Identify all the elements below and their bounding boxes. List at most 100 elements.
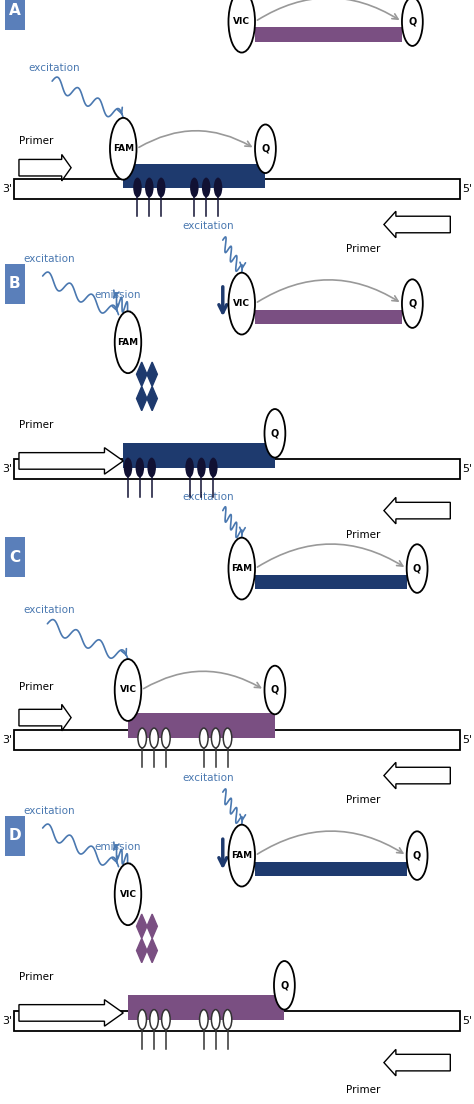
- Bar: [255, 309, 402, 325]
- Text: Q: Q: [261, 144, 270, 153]
- Circle shape: [145, 178, 154, 198]
- FancyArrow shape: [384, 497, 450, 524]
- Circle shape: [209, 457, 218, 477]
- Circle shape: [402, 0, 423, 46]
- Text: Q: Q: [271, 684, 279, 696]
- Circle shape: [407, 831, 428, 880]
- Bar: [128, 713, 275, 739]
- Circle shape: [214, 178, 222, 198]
- Text: Q: Q: [413, 563, 421, 574]
- Circle shape: [115, 311, 141, 373]
- Text: Primer: Primer: [346, 530, 381, 541]
- Circle shape: [200, 729, 208, 749]
- Bar: [123, 163, 265, 188]
- Circle shape: [274, 960, 295, 1009]
- Circle shape: [110, 118, 137, 180]
- Circle shape: [223, 1009, 232, 1029]
- Text: FAM: FAM: [118, 338, 138, 347]
- Polygon shape: [147, 938, 157, 963]
- Circle shape: [223, 729, 232, 749]
- Text: D: D: [9, 828, 21, 843]
- Circle shape: [124, 457, 132, 477]
- Bar: [14, 730, 460, 750]
- FancyArrow shape: [19, 704, 71, 731]
- Circle shape: [115, 659, 141, 721]
- Circle shape: [228, 538, 255, 599]
- Text: emission: emission: [95, 290, 141, 300]
- FancyArrow shape: [384, 211, 450, 237]
- Text: VIC: VIC: [119, 890, 137, 899]
- Text: 5': 5': [462, 734, 472, 745]
- Circle shape: [200, 1009, 208, 1029]
- Polygon shape: [147, 914, 157, 938]
- Bar: [255, 861, 407, 877]
- Bar: [5, 538, 25, 576]
- Text: Primer: Primer: [19, 972, 54, 983]
- Text: VIC: VIC: [119, 686, 137, 694]
- FancyArrow shape: [384, 762, 450, 788]
- Text: Q: Q: [408, 17, 417, 26]
- Text: Q: Q: [408, 298, 417, 309]
- Text: 3': 3': [2, 464, 12, 475]
- Circle shape: [157, 178, 165, 198]
- Text: excitation: excitation: [183, 221, 234, 232]
- Text: 3': 3': [2, 1016, 12, 1027]
- Text: FAM: FAM: [113, 145, 134, 153]
- Text: excitation: excitation: [183, 773, 234, 784]
- FancyArrow shape: [19, 1000, 123, 1027]
- Text: 5': 5': [462, 464, 472, 475]
- Circle shape: [255, 125, 276, 173]
- Circle shape: [162, 1009, 170, 1029]
- Circle shape: [136, 457, 144, 477]
- Text: Primer: Primer: [19, 682, 54, 692]
- Polygon shape: [137, 938, 147, 963]
- Polygon shape: [137, 362, 147, 386]
- Bar: [5, 0, 25, 30]
- Polygon shape: [137, 386, 147, 411]
- Text: Primer: Primer: [346, 795, 381, 806]
- Text: excitation: excitation: [24, 254, 75, 265]
- Circle shape: [162, 729, 170, 749]
- Circle shape: [133, 178, 142, 198]
- Text: VIC: VIC: [233, 299, 250, 308]
- Circle shape: [228, 825, 255, 887]
- Circle shape: [150, 729, 158, 749]
- Text: FAM: FAM: [231, 564, 252, 573]
- Text: excitation: excitation: [183, 491, 234, 502]
- Bar: [14, 459, 460, 479]
- Bar: [255, 575, 407, 590]
- Text: 3': 3': [2, 734, 12, 745]
- Polygon shape: [137, 914, 147, 938]
- Text: B: B: [9, 276, 20, 291]
- Text: A: A: [9, 2, 20, 18]
- Circle shape: [150, 1009, 158, 1029]
- Text: excitation: excitation: [28, 63, 80, 73]
- Polygon shape: [147, 386, 157, 411]
- Text: emission: emission: [95, 842, 141, 852]
- Text: 5': 5': [462, 184, 472, 194]
- Bar: [128, 995, 284, 1020]
- Circle shape: [197, 457, 206, 477]
- Circle shape: [147, 457, 156, 477]
- Circle shape: [402, 279, 423, 328]
- Circle shape: [264, 408, 285, 457]
- Text: Primer: Primer: [19, 136, 54, 146]
- Text: Primer: Primer: [19, 420, 54, 431]
- Text: Q: Q: [271, 428, 279, 438]
- Circle shape: [115, 863, 141, 925]
- Bar: [5, 264, 25, 304]
- Text: C: C: [9, 550, 20, 564]
- Text: VIC: VIC: [233, 18, 250, 26]
- Bar: [5, 816, 25, 856]
- Text: Primer: Primer: [346, 244, 381, 254]
- Bar: [14, 1011, 460, 1031]
- Circle shape: [407, 544, 428, 593]
- Bar: [255, 28, 402, 42]
- Circle shape: [138, 729, 146, 749]
- Text: excitation: excitation: [24, 806, 75, 817]
- Circle shape: [228, 273, 255, 335]
- Text: 5': 5': [462, 1016, 472, 1027]
- FancyArrow shape: [19, 448, 123, 475]
- Text: Q: Q: [280, 980, 289, 990]
- Circle shape: [190, 178, 199, 198]
